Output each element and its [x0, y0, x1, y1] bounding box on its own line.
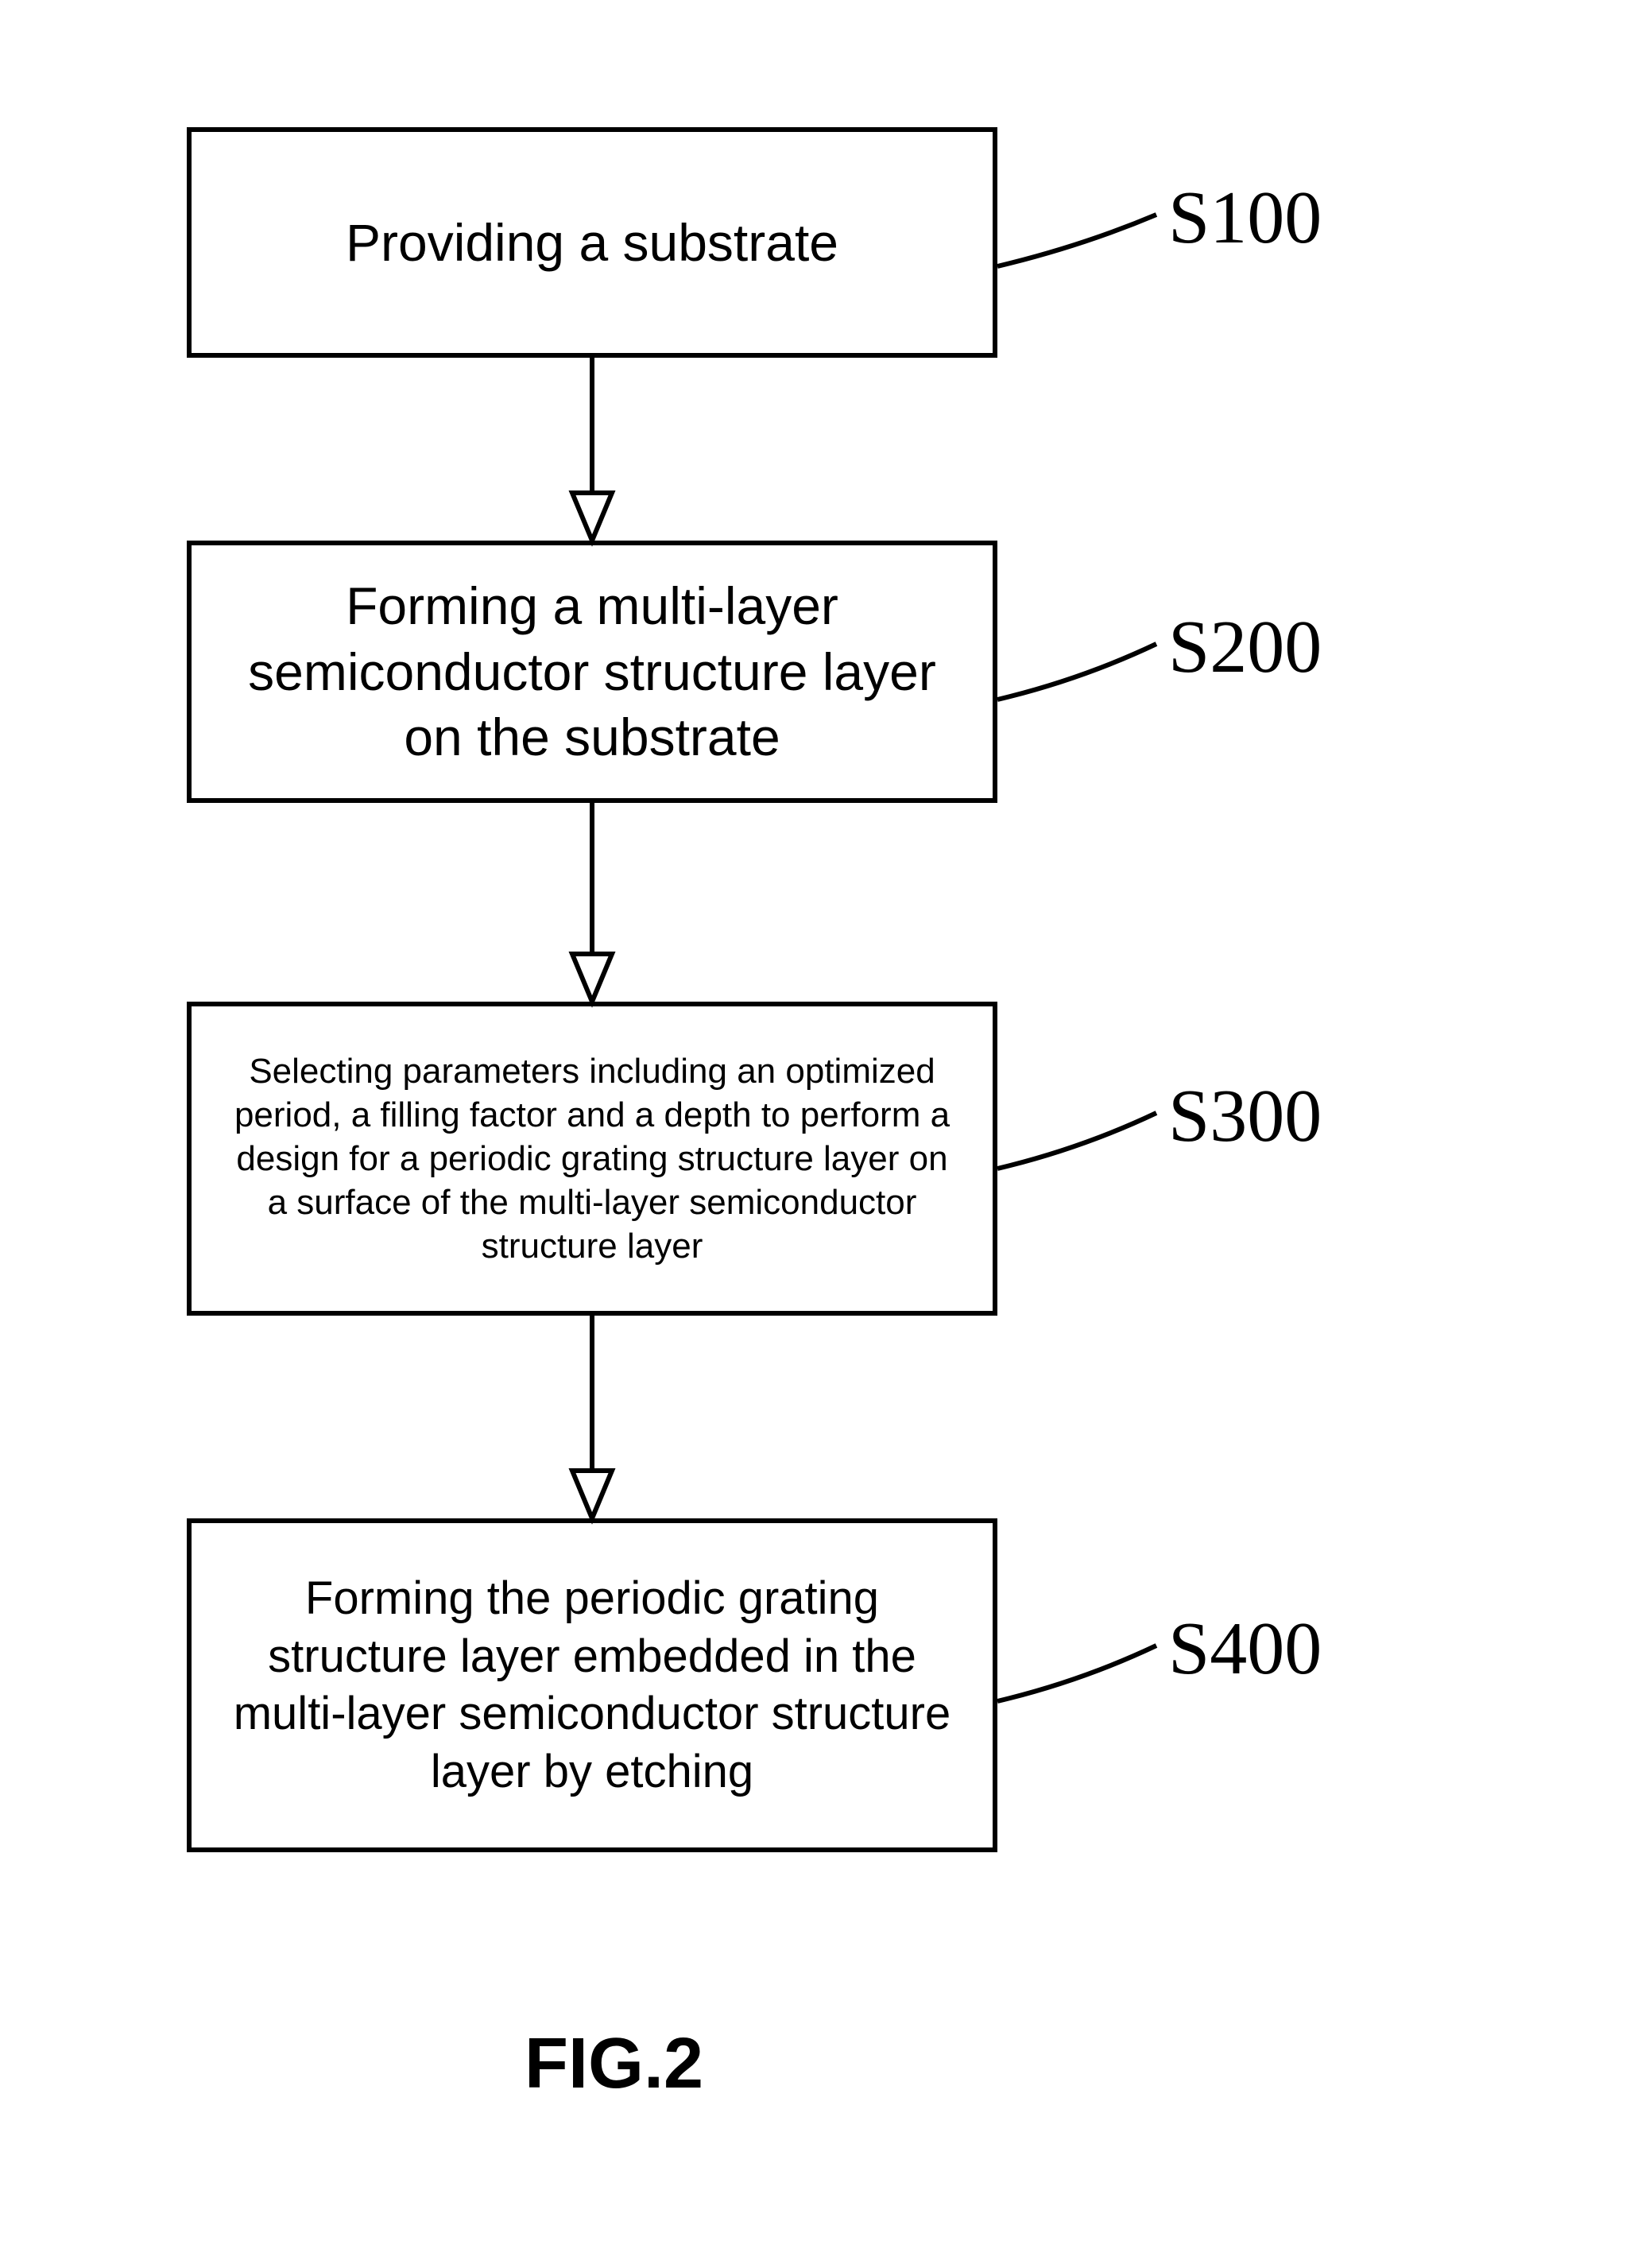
step-label-s100: S100 — [1168, 175, 1322, 261]
step-s300-box: Selecting parameters including an optimi… — [187, 1002, 997, 1316]
step-s200-box: Forming a multi-layer semiconductor stru… — [187, 541, 997, 803]
leader-s400 — [989, 1638, 1164, 1709]
step-s400-box: Forming the periodic grating structure l… — [187, 1518, 997, 1852]
step-s400-text: Forming the periodic grating structure l… — [192, 1570, 993, 1801]
arrow-s300-s400 — [552, 1316, 632, 1518]
step-label-s400: S400 — [1168, 1606, 1322, 1692]
leader-s300 — [989, 1105, 1164, 1177]
step-s300-text: Selecting parameters including an optimi… — [192, 1049, 993, 1268]
arrow-s100-s200 — [552, 358, 632, 541]
flowchart-page: Providing a substrate Forming a multi-la… — [0, 0, 1630, 2268]
figure-label: FIG.2 — [525, 2023, 703, 2105]
step-label-s200: S200 — [1168, 604, 1322, 690]
leader-s100 — [989, 207, 1164, 274]
step-label-s300: S300 — [1168, 1073, 1322, 1159]
arrow-s200-s300 — [552, 803, 632, 1002]
step-s200-text: Forming a multi-layer semiconductor stru… — [192, 573, 993, 770]
leader-s200 — [989, 636, 1164, 708]
step-s100-text: Providing a substrate — [192, 210, 993, 276]
step-s100-box: Providing a substrate — [187, 127, 997, 358]
